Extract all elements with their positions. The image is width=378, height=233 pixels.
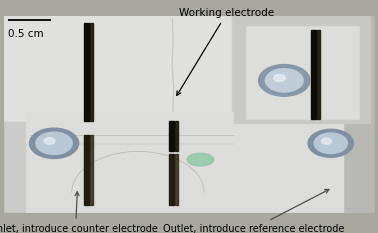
Bar xyxy=(4,16,231,121)
Bar xyxy=(90,23,93,121)
Text: Inlet, introduce counter electrode: Inlet, introduce counter electrode xyxy=(0,192,158,233)
Circle shape xyxy=(274,75,285,82)
Circle shape xyxy=(322,138,332,144)
Bar xyxy=(246,26,359,119)
Circle shape xyxy=(44,138,55,144)
Bar xyxy=(169,154,174,205)
Bar xyxy=(234,16,370,123)
Ellipse shape xyxy=(187,153,214,166)
Circle shape xyxy=(308,129,353,157)
Circle shape xyxy=(259,65,310,96)
Bar xyxy=(344,16,374,212)
Text: Working electrode: Working electrode xyxy=(177,8,274,96)
Circle shape xyxy=(36,132,72,154)
Bar xyxy=(26,112,348,212)
Bar xyxy=(175,121,178,151)
Text: Outlet, introduce reference electrode: Outlet, introduce reference electrode xyxy=(163,189,344,233)
Bar xyxy=(169,121,174,151)
Bar xyxy=(90,135,93,205)
Circle shape xyxy=(29,128,79,158)
Circle shape xyxy=(314,133,347,154)
Bar xyxy=(311,30,316,119)
Bar xyxy=(4,16,231,121)
Bar xyxy=(175,154,178,205)
Bar xyxy=(84,23,89,121)
Bar xyxy=(84,135,89,205)
Text: 0.5 cm: 0.5 cm xyxy=(8,29,44,39)
Bar xyxy=(317,30,320,119)
Circle shape xyxy=(265,69,303,92)
Bar xyxy=(4,16,370,212)
